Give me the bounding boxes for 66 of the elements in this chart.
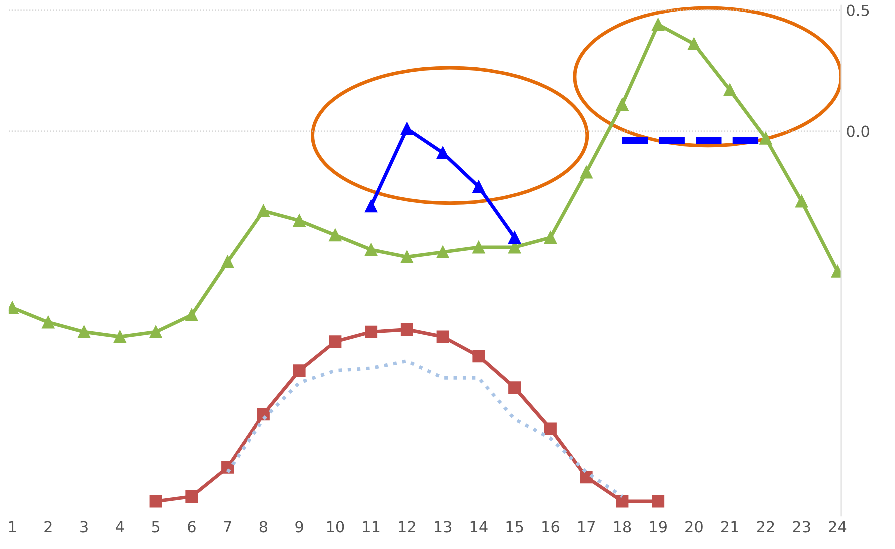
point xyxy=(222,256,234,268)
point xyxy=(329,336,342,348)
x-tick-label: 20 xyxy=(686,521,703,533)
point xyxy=(186,490,198,503)
point xyxy=(652,495,665,508)
x-tick-label: 18 xyxy=(614,521,632,533)
x-tick-label: 10 xyxy=(327,521,344,533)
point xyxy=(400,122,414,136)
point xyxy=(293,214,306,228)
point xyxy=(472,180,486,194)
x-tick-label: 17 xyxy=(578,521,595,533)
x-tick-label: 1 xyxy=(9,521,16,533)
point xyxy=(796,195,808,208)
point xyxy=(293,364,306,378)
y-tick-label: 0.0 xyxy=(847,126,870,138)
x-tick-label: 12 xyxy=(399,521,416,533)
point xyxy=(436,246,450,259)
point xyxy=(580,471,593,484)
point xyxy=(508,232,522,244)
x-tick-label: 23 xyxy=(793,521,810,533)
x-tick-label: 9 xyxy=(296,521,304,533)
point xyxy=(186,308,198,322)
point xyxy=(472,350,486,363)
y-tick-label: 0.5 xyxy=(847,4,870,16)
point xyxy=(724,84,736,96)
point xyxy=(688,38,700,50)
point xyxy=(329,229,342,242)
point xyxy=(150,326,162,338)
point xyxy=(544,232,557,244)
point xyxy=(78,326,91,338)
point xyxy=(365,326,378,338)
point xyxy=(436,146,450,160)
point xyxy=(436,330,450,344)
point xyxy=(508,382,522,394)
x-tick-label: 11 xyxy=(363,521,380,533)
x-tick-label: 19 xyxy=(650,521,667,533)
x-tick-label: 14 xyxy=(470,521,488,533)
x-tick-label: 24 xyxy=(829,521,847,533)
point xyxy=(114,330,126,344)
point xyxy=(257,408,270,421)
x-tick-label: 22 xyxy=(757,521,774,533)
x-tick-label: 6 xyxy=(188,521,196,533)
point xyxy=(400,250,414,264)
point xyxy=(365,244,378,256)
point xyxy=(760,132,772,145)
point xyxy=(652,18,665,32)
point xyxy=(150,495,162,508)
point xyxy=(544,422,557,436)
x-tick-label: 3 xyxy=(80,521,88,533)
x-tick-label: 16 xyxy=(542,521,560,533)
x-tick-label: 13 xyxy=(435,521,452,533)
x-tick-label: 21 xyxy=(721,521,738,533)
point xyxy=(257,204,270,218)
point xyxy=(365,200,378,213)
x-tick-label: 8 xyxy=(260,521,268,533)
point xyxy=(616,98,629,111)
point xyxy=(580,166,593,179)
x-tick-label: 7 xyxy=(224,521,232,533)
x-tick-label: 5 xyxy=(152,521,160,533)
point xyxy=(400,323,414,336)
x-tick-label: 15 xyxy=(506,521,524,533)
point xyxy=(472,241,486,254)
point xyxy=(616,495,629,508)
x-tick-label: 4 xyxy=(116,521,124,533)
point xyxy=(42,316,55,329)
x-tick-label: 2 xyxy=(44,521,52,533)
